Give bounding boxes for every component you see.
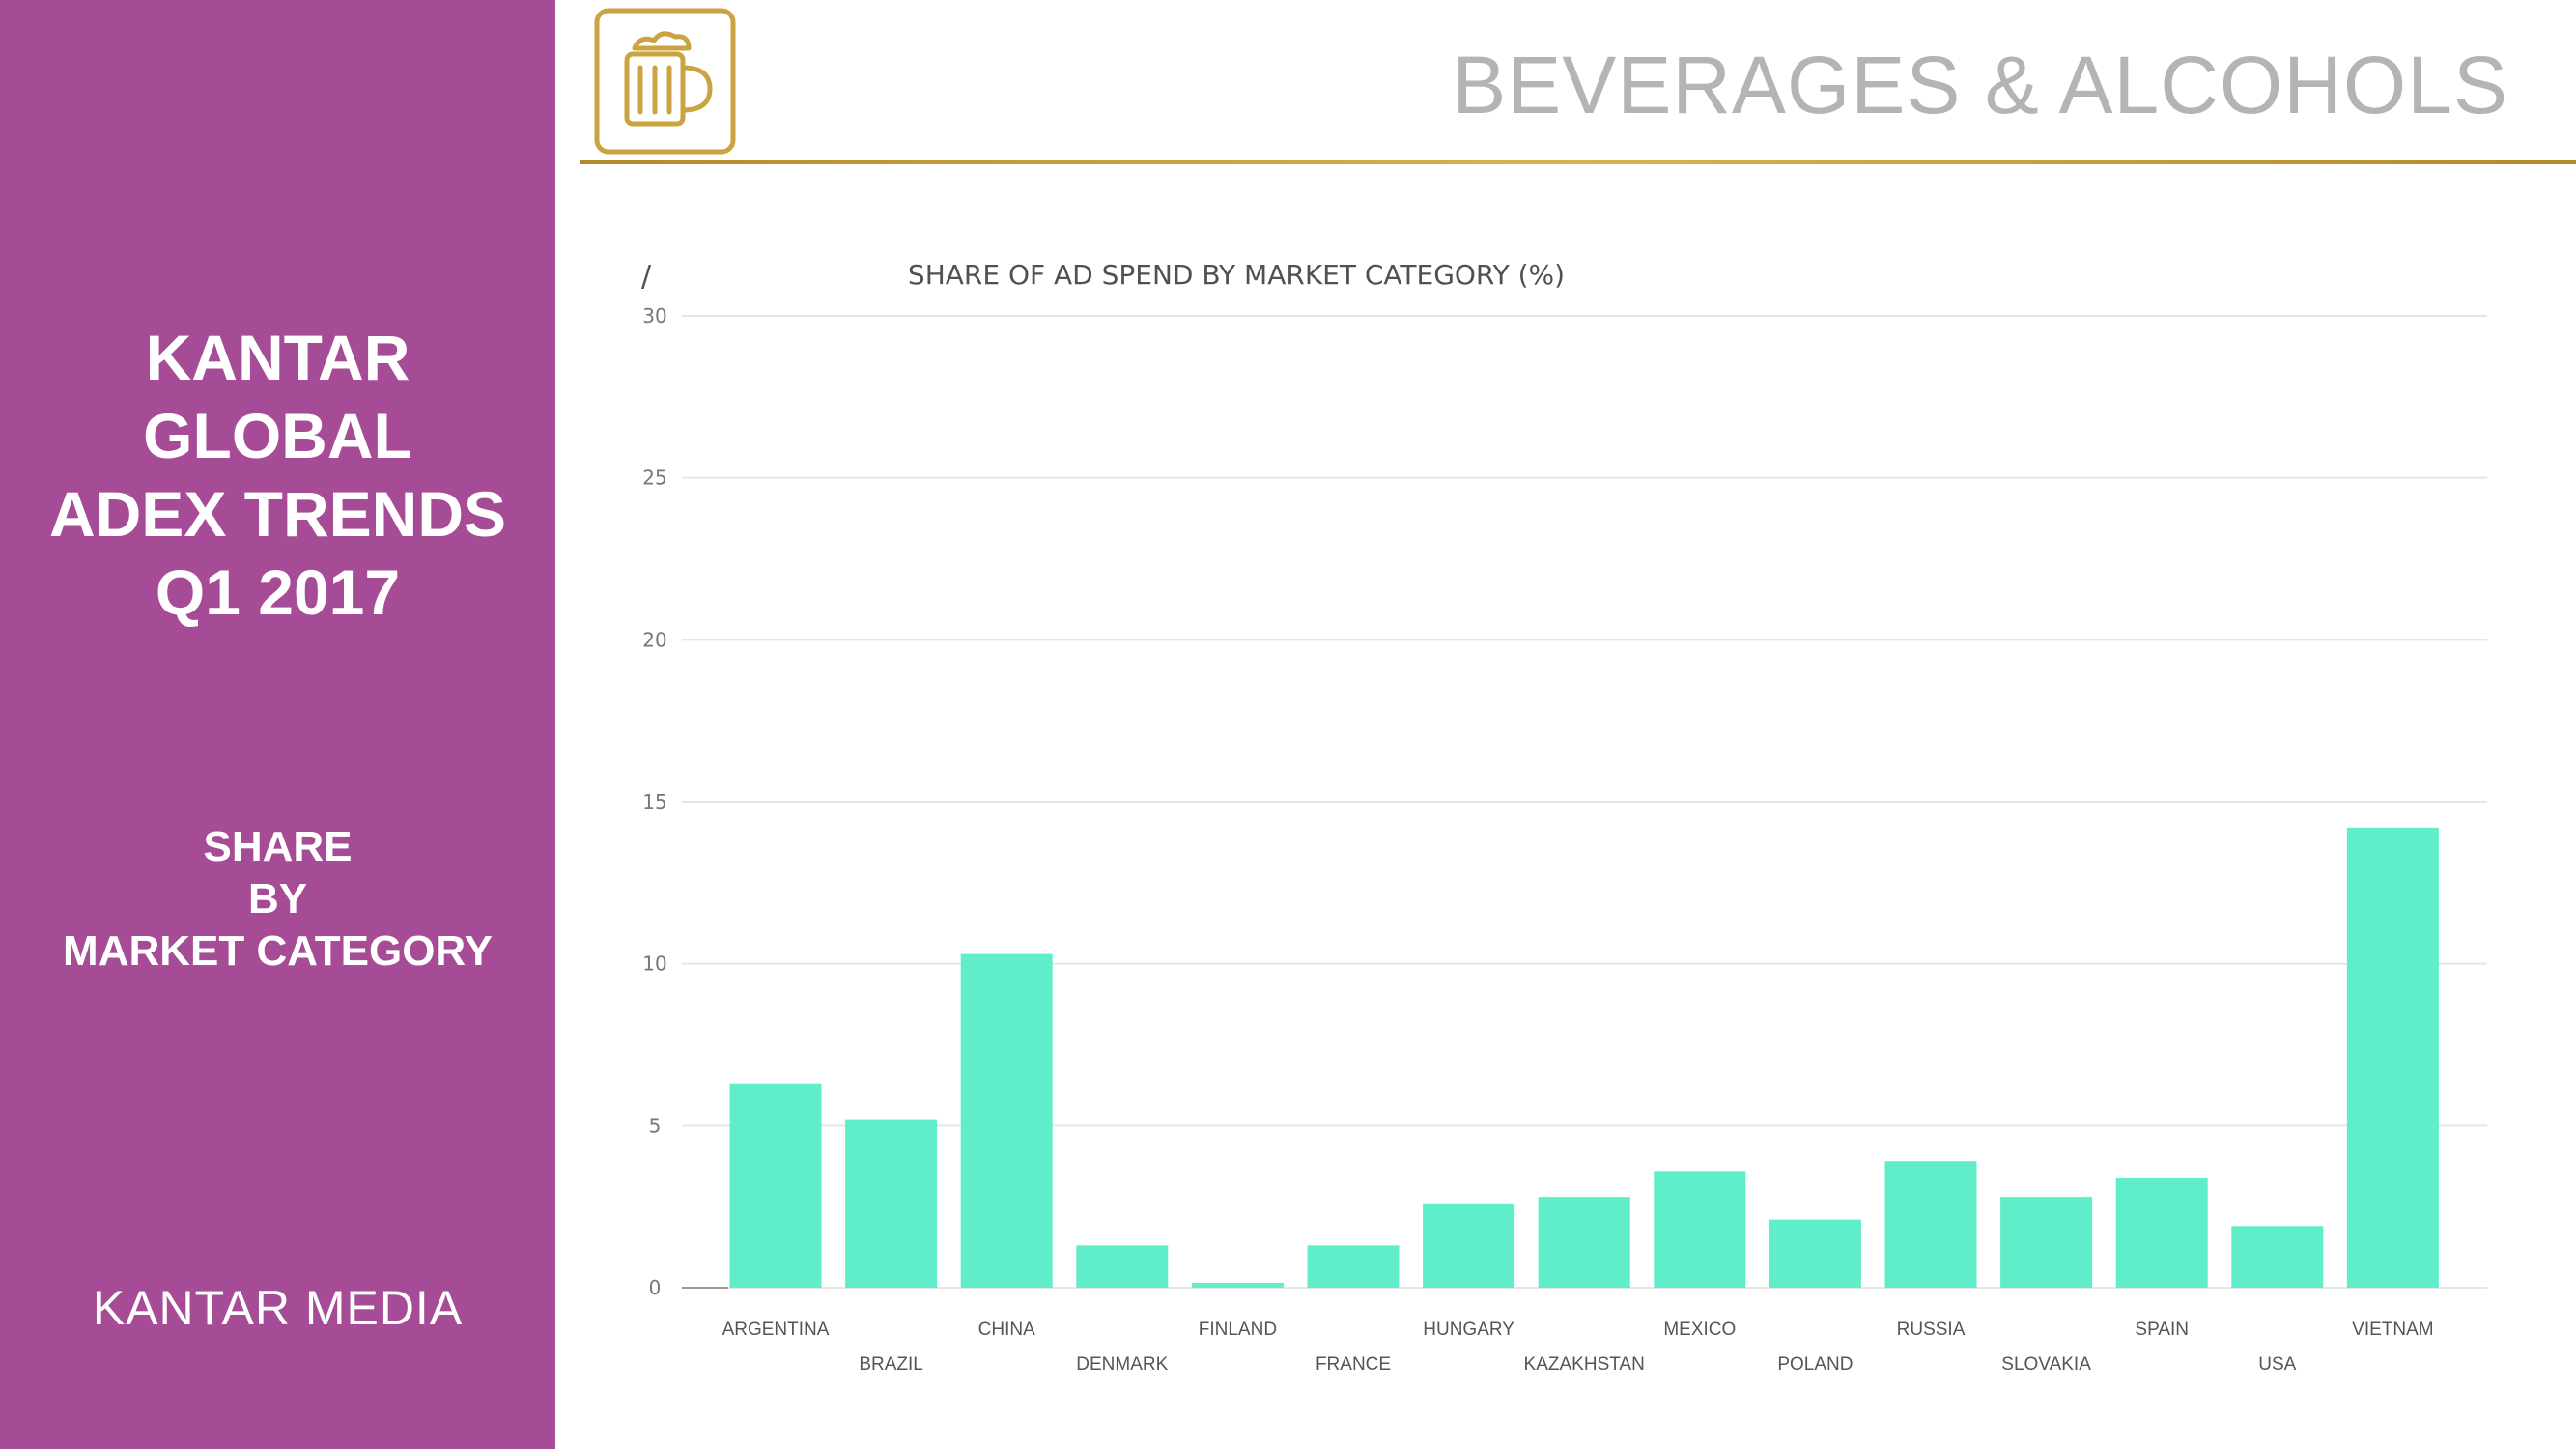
x-tick-label: FRANCE (1316, 1354, 1391, 1375)
report-title-line: GLOBAL (143, 400, 412, 471)
bar-china (960, 953, 1053, 1288)
x-tick-label: CHINA (978, 1320, 1035, 1340)
sidebar: KANTAR GLOBAL ADEX TRENDS Q1 2017 SHARE … (0, 0, 555, 1449)
kantar-media-logo: KANTAR MEDIA (92, 1281, 464, 1335)
bar-mexico (1654, 1171, 1746, 1288)
report-subtitle-line: MARKET CATEGORY (63, 927, 493, 975)
x-tick-label: HUNGARY (1423, 1320, 1514, 1340)
category-title: BEVERAGES & ALCOHOLS (1452, 40, 2508, 130)
report-title-line: ADEX TRENDS (48, 478, 507, 550)
bar-russia (1884, 1161, 1977, 1288)
header-divider (580, 160, 2576, 164)
report-subtitle: SHARE BY MARKET CATEGORY (0, 821, 555, 978)
bar-hungary (1423, 1203, 1515, 1288)
bar-finland (1191, 1282, 1284, 1288)
x-tick-label: RUSSIA (1897, 1320, 1966, 1340)
x-tick-label: USA (2258, 1354, 2296, 1375)
y-tick-label: 0 (649, 1276, 662, 1299)
x-tick-label: ARGENTINA (722, 1320, 830, 1340)
bar-poland (1769, 1219, 1861, 1288)
x-tick-label: SPAIN (2135, 1320, 2189, 1340)
chart-slash-mark: / (641, 260, 652, 294)
y-tick-label: 25 (642, 467, 666, 490)
x-axis-ticks: ARGENTINA BRAZIL CHINA DENMARK FINLAND FRANCE… (722, 1320, 2434, 1375)
bar-brazil (845, 1119, 938, 1288)
bar-usa (2231, 1226, 2324, 1288)
bar-vietnam (2346, 827, 2439, 1288)
report-subtitle-line: BY (247, 875, 308, 923)
bar-spain (2115, 1177, 2208, 1288)
chart-bars (729, 827, 2439, 1288)
x-tick-label: FINLAND (1199, 1320, 1277, 1340)
x-tick-label: POLAND (1777, 1354, 1853, 1375)
x-tick-label: KAZAKHSTAN (1524, 1354, 1645, 1375)
x-tick-label: VIETNAM (2352, 1320, 2433, 1340)
y-tick-label: 15 (642, 790, 666, 813)
bar-denmark (1076, 1245, 1169, 1288)
y-tick-label: 5 (649, 1114, 662, 1137)
bar-slovakia (2000, 1197, 2093, 1288)
bar-france (1307, 1245, 1400, 1288)
report-title-line: KANTAR (145, 322, 410, 393)
y-axis-ticks: 0 5 10 15 20 25 30 (642, 304, 666, 1299)
y-tick-label: 20 (642, 628, 666, 651)
x-tick-label: BRAZIL (859, 1354, 923, 1375)
report-title: KANTAR GLOBAL ADEX TRENDS Q1 2017 (0, 319, 555, 632)
x-tick-label: DENMARK (1076, 1354, 1168, 1375)
chart-gridlines (682, 315, 2487, 1289)
x-tick-label: SLOVAKIA (2001, 1354, 2091, 1375)
bar-argentina (729, 1083, 822, 1288)
y-tick-label: 10 (642, 952, 666, 976)
y-tick-label: 30 (642, 304, 666, 327)
x-tick-label: MEXICO (1663, 1320, 1736, 1340)
chart-title: SHARE OF AD SPEND BY MARKET CATEGORY (%) (908, 259, 1565, 291)
beer-mug-icon (594, 8, 736, 155)
report-title-line: Q1 2017 (155, 556, 401, 628)
report-subtitle-line: SHARE (203, 823, 353, 870)
bar-kazakhstan (1538, 1197, 1630, 1288)
